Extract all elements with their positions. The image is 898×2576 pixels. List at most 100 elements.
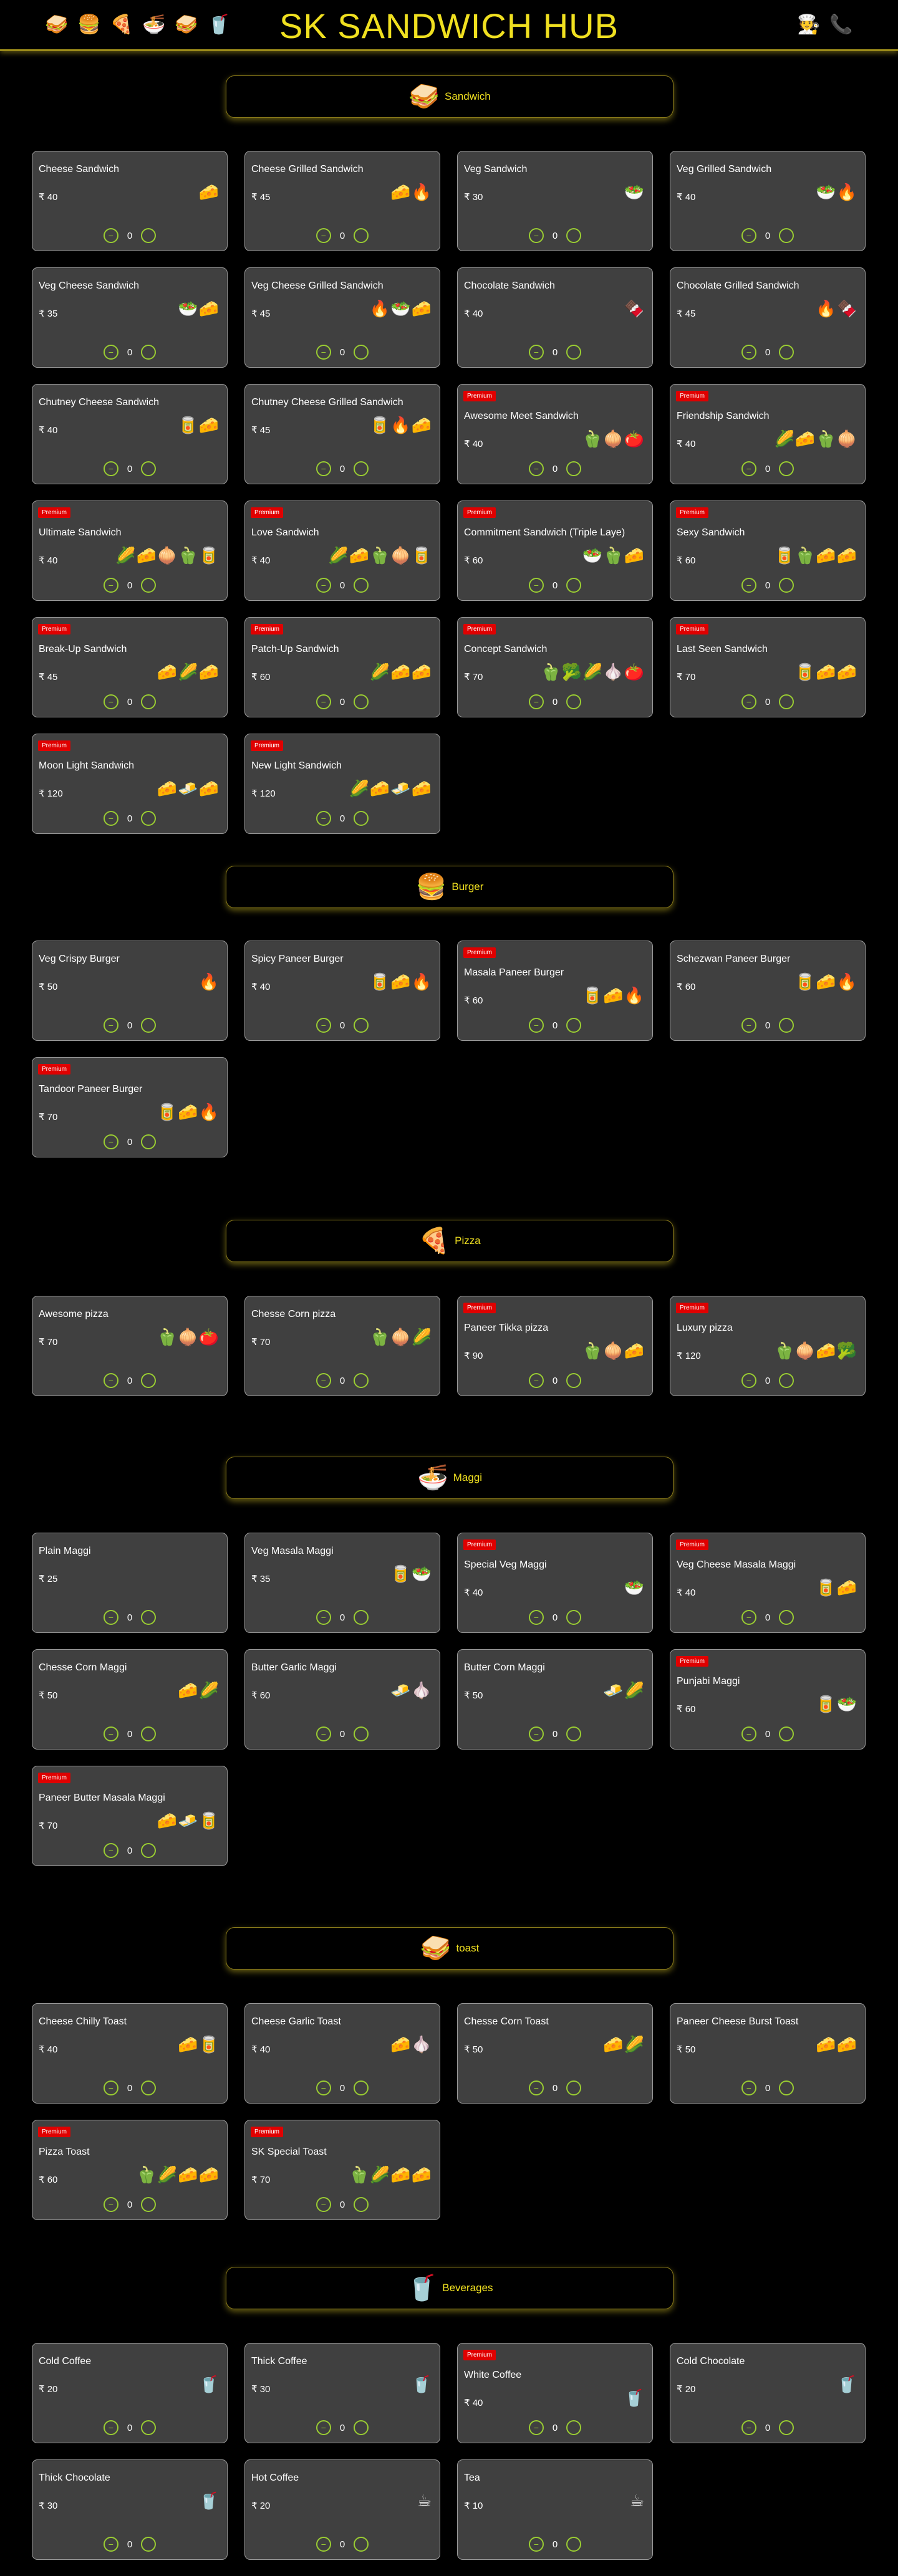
increment-button[interactable] [141,2197,157,2212]
decrement-button[interactable]: − [316,2080,331,2095]
decrement-button[interactable]: − [316,228,331,243]
increment-button[interactable] [141,811,157,826]
toast-nav-icon[interactable]: 🥪 [175,14,198,35]
decrement-button[interactable]: − [103,1134,118,1149]
increment-button[interactable] [566,1018,582,1033]
increment-button[interactable] [141,1843,157,1858]
decrement-button[interactable]: − [103,2537,118,2552]
increment-button[interactable] [566,1726,582,1741]
increment-button[interactable] [779,1610,794,1625]
increment-button[interactable] [779,1018,794,1033]
decrement-button[interactable]: − [316,1610,331,1625]
increment-button[interactable] [141,2537,157,2552]
increment-button[interactable] [141,1134,157,1149]
decrement-button[interactable]: − [741,461,756,476]
decrement-button[interactable]: − [741,694,756,709]
decrement-button[interactable]: − [103,1610,118,1625]
increment-button[interactable] [354,2420,369,2435]
decrement-button[interactable]: − [316,1018,331,1033]
increment-button[interactable] [779,578,794,593]
decrement-button[interactable]: − [316,461,331,476]
increment-button[interactable] [566,2080,582,2095]
decrement-button[interactable]: − [103,2080,118,2095]
increment-button[interactable] [354,2537,369,2552]
increment-button[interactable] [141,1373,157,1388]
increment-button[interactable] [141,461,157,476]
decrement-button[interactable]: − [103,461,118,476]
decrement-button[interactable]: − [528,228,544,243]
increment-button[interactable] [354,2197,369,2212]
decrement-button[interactable]: − [528,2420,544,2435]
increment-button[interactable] [779,228,794,243]
increment-button[interactable] [354,811,369,826]
decrement-button[interactable]: − [103,228,118,243]
chef-icon[interactable]: 🧑‍🍳 [797,14,821,35]
decrement-button[interactable]: − [103,811,118,826]
decrement-button[interactable]: − [741,1018,756,1033]
decrement-button[interactable]: − [103,694,118,709]
increment-button[interactable] [566,1610,582,1625]
increment-button[interactable] [141,1018,157,1033]
decrement-button[interactable]: − [316,1726,331,1741]
increment-button[interactable] [566,2420,582,2435]
decrement-button[interactable]: − [103,1373,118,1388]
pizza-nav-icon[interactable]: 🍕 [110,14,133,35]
increment-button[interactable] [354,1726,369,1741]
increment-button[interactable] [566,228,582,243]
increment-button[interactable] [779,2080,794,2095]
increment-button[interactable] [354,578,369,593]
increment-button[interactable] [354,345,369,360]
decrement-button[interactable]: − [528,1610,544,1625]
increment-button[interactable] [779,2420,794,2435]
increment-button[interactable] [354,694,369,709]
increment-button[interactable] [141,2420,157,2435]
decrement-button[interactable]: − [528,461,544,476]
decrement-button[interactable]: − [103,345,118,360]
decrement-button[interactable]: − [741,1373,756,1388]
decrement-button[interactable]: − [103,1726,118,1741]
decrement-button[interactable]: − [316,1373,331,1388]
decrement-button[interactable]: − [528,1018,544,1033]
increment-button[interactable] [354,461,369,476]
decrement-button[interactable]: − [528,1726,544,1741]
increment-button[interactable] [354,1610,369,1625]
increment-button[interactable] [141,1726,157,1741]
decrement-button[interactable]: − [103,1018,118,1033]
decrement-button[interactable]: − [316,578,331,593]
decrement-button[interactable]: − [103,1843,118,1858]
decrement-button[interactable]: − [741,345,756,360]
decrement-button[interactable]: − [316,2197,331,2212]
decrement-button[interactable]: − [528,2537,544,2552]
increment-button[interactable] [354,228,369,243]
decrement-button[interactable]: − [741,2420,756,2435]
increment-button[interactable] [566,1373,582,1388]
beverages-nav-icon[interactable]: 🥤 [207,14,231,35]
increment-button[interactable] [141,1610,157,1625]
decrement-button[interactable]: − [741,1726,756,1741]
decrement-button[interactable]: − [103,578,118,593]
increment-button[interactable] [566,578,582,593]
increment-button[interactable] [141,2080,157,2095]
increment-button[interactable] [779,694,794,709]
decrement-button[interactable]: − [316,345,331,360]
decrement-button[interactable]: − [741,578,756,593]
increment-button[interactable] [354,1018,369,1033]
decrement-button[interactable]: − [316,694,331,709]
increment-button[interactable] [141,228,157,243]
increment-button[interactable] [566,345,582,360]
increment-button[interactable] [141,694,157,709]
decrement-button[interactable]: − [316,2537,331,2552]
increment-button[interactable] [566,461,582,476]
decrement-button[interactable]: − [528,345,544,360]
decrement-button[interactable]: − [103,2420,118,2435]
increment-button[interactable] [779,345,794,360]
increment-button[interactable] [354,1373,369,1388]
increment-button[interactable] [141,345,157,360]
decrement-button[interactable]: − [528,1373,544,1388]
increment-button[interactable] [354,2080,369,2095]
increment-button[interactable] [779,1726,794,1741]
decrement-button[interactable]: − [103,2197,118,2212]
increment-button[interactable] [779,461,794,476]
burger-nav-icon[interactable]: 🍔 [77,14,101,35]
increment-button[interactable] [779,1373,794,1388]
